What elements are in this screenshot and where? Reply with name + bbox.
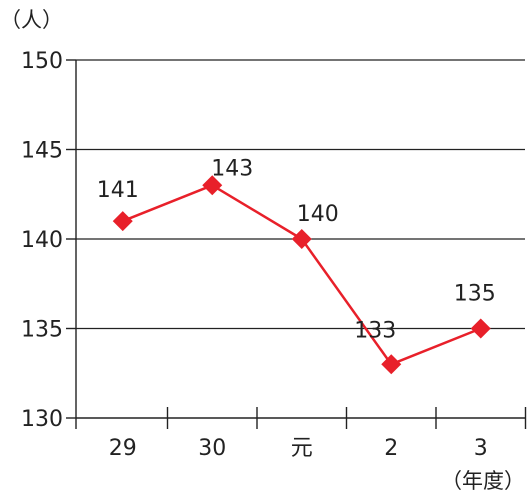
y-tick-label: 145 [21,139,63,164]
y-tick-label: 130 [21,407,63,432]
y-ticks: 130 135 140 145 150 [21,49,76,432]
series-group: 141 143 140 133 135 [97,156,496,375]
grid-lines [76,59,525,330]
x-tick-label: 2 [384,436,398,461]
x-tick-label: 元 [291,436,313,461]
data-label: 135 [454,282,496,307]
y-axis-unit-label: （人） [0,8,63,32]
x-axis-unit-label: （年度） [441,469,525,493]
data-point-marker [202,175,223,196]
x-tick-label: 29 [109,436,137,461]
data-point-marker [291,229,312,249]
y-tick-label: 135 [21,318,63,343]
x-ticks: 29 30 元 2 3 [75,407,527,461]
data-label: 140 [297,202,339,227]
data-point-marker [381,354,402,375]
x-tick-label: 3 [474,436,488,461]
data-label: 143 [211,156,253,181]
data-point-marker [470,318,491,339]
y-tick-label: 150 [21,49,63,74]
data-label: 141 [97,178,139,203]
x-tick-label: 30 [198,436,226,461]
data-point-marker [112,211,133,232]
y-tick-label: 140 [21,228,63,253]
data-label: 133 [354,318,396,343]
